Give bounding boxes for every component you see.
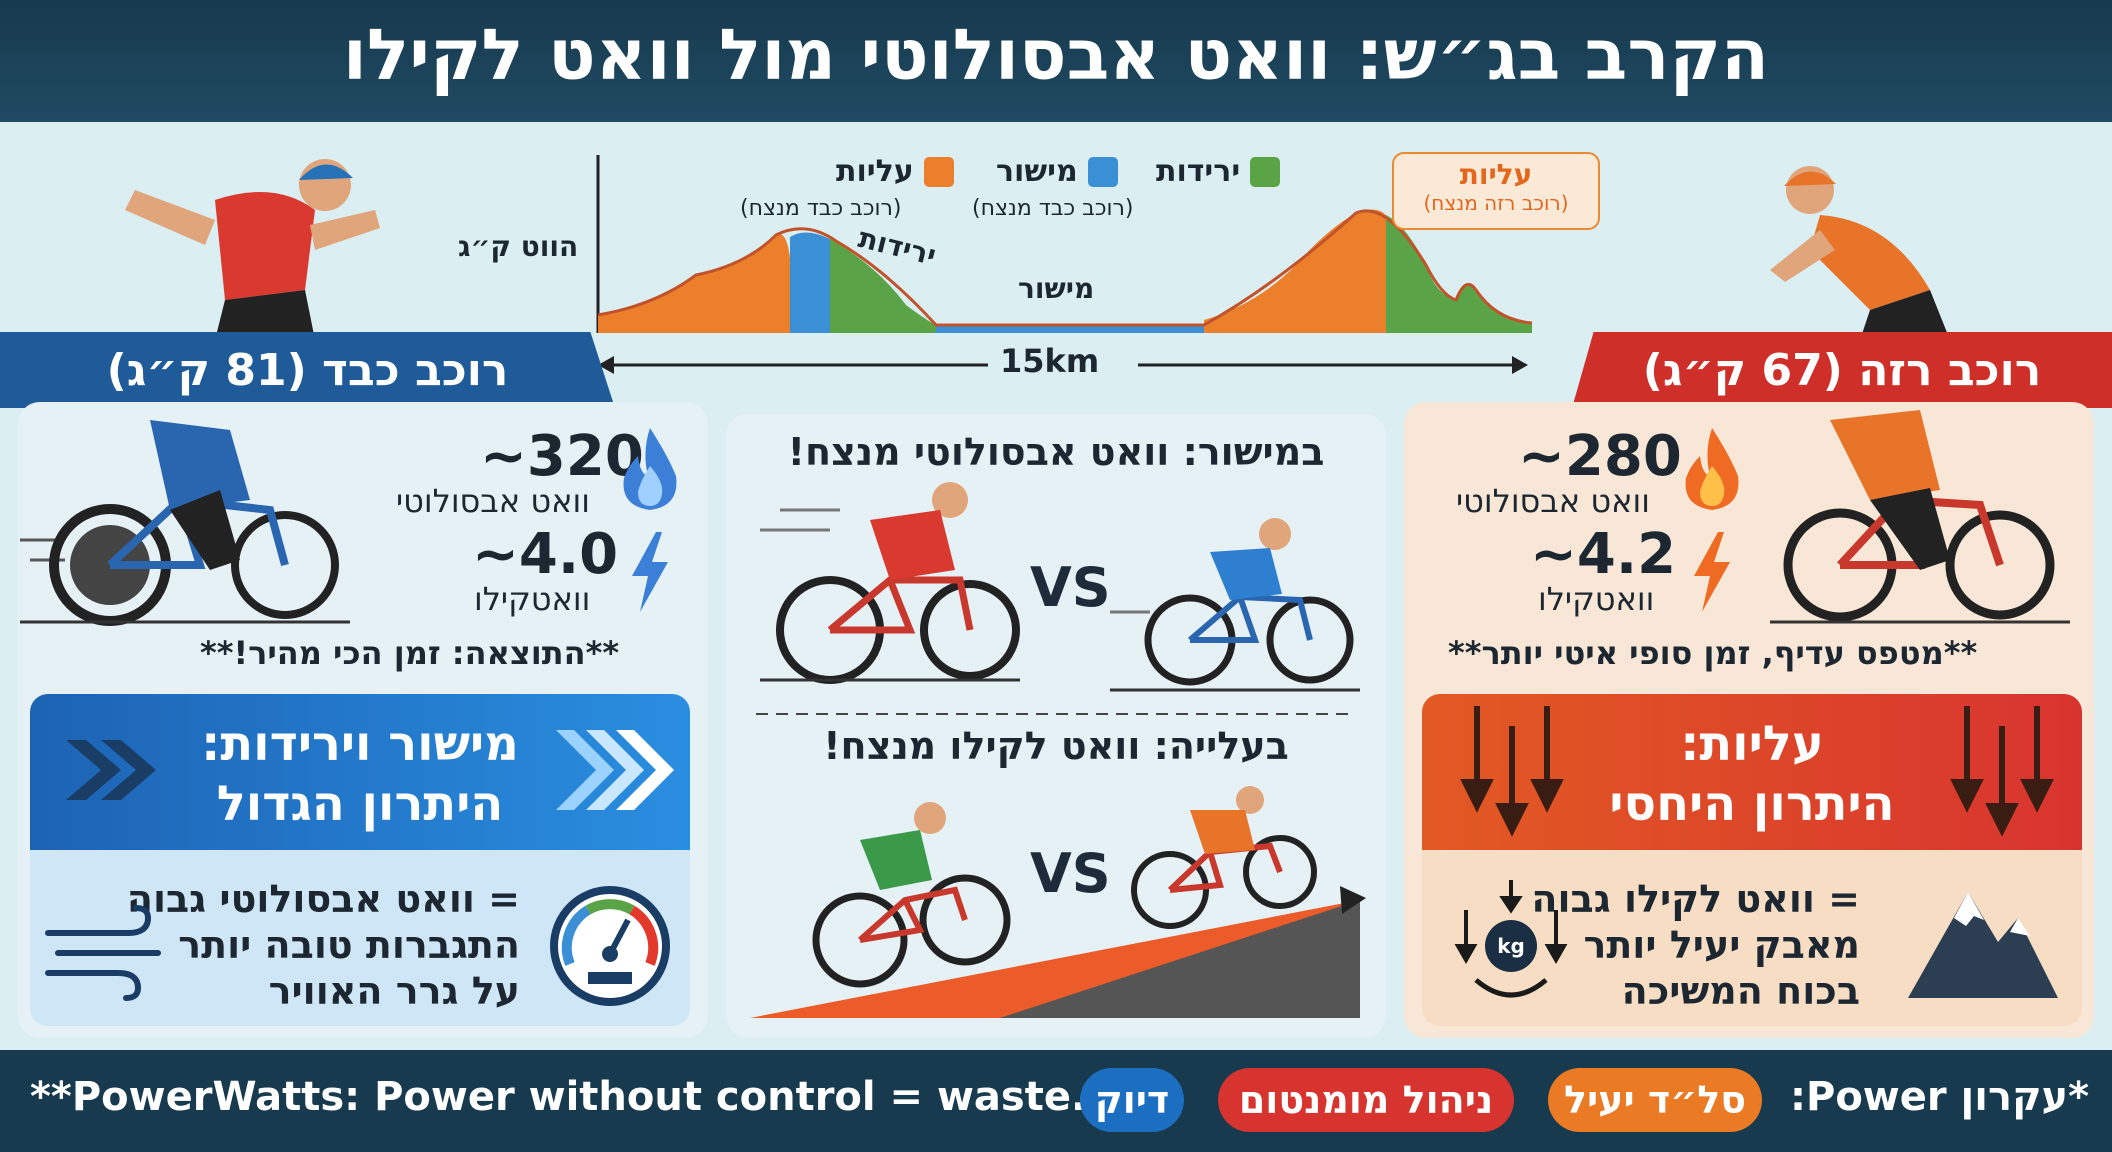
legend-flat-swatch — [1087, 156, 1118, 187]
lightning-icon-orange — [1694, 532, 1730, 612]
elevation-profile-chart — [596, 155, 1533, 333]
light-body-line-1: = וואט לקילו גבוה — [1531, 877, 1860, 921]
chevrons-right-icon — [556, 730, 674, 810]
distance-label: 15km — [1000, 342, 1100, 380]
heavy-abs-watts: ~320 — [480, 424, 644, 489]
climb-slope-illustration — [750, 786, 1366, 1018]
heavy-wkg-unit: וואטקילו — [474, 580, 591, 618]
legend-flat: מישור — [996, 154, 1118, 189]
light-body-line-2: מאבק יעיל יותר — [1583, 923, 1860, 967]
heavy-body-line-2: התגברות טובה יותר — [178, 923, 520, 967]
legend-climb: עליות — [836, 154, 954, 189]
light-advantage-title-1: עליות: — [1680, 716, 1824, 772]
callout-sub: (רוכב רזה מנצח) — [1423, 191, 1569, 215]
flat-segment-2 — [936, 325, 1204, 333]
flame-icon-orange — [1685, 428, 1739, 510]
mountain-icon — [1908, 892, 2058, 998]
climb-winner-callout: עליות (רוכב רזה מנצח) — [1392, 152, 1600, 230]
flat-segment-1 — [790, 232, 830, 333]
legend-climb-label: עליות — [836, 154, 914, 189]
segment-label-flat: מישור — [1018, 272, 1095, 305]
heavy-rider-banner: רוכב כבד (81 ק״ג) — [0, 332, 615, 408]
footer-slogan: **PowerWatts: Power without control = wa… — [30, 1074, 1087, 1120]
heavy-abs-unit: וואט אבסולוטי — [396, 482, 590, 520]
climb-segment-1 — [598, 234, 792, 333]
heavy-advantage-title-2: היתרון הגדול — [216, 776, 504, 832]
pill-cadence: סל״ד יעיל — [1548, 1068, 1762, 1132]
chart-y-label: הווט ק״ג — [458, 230, 579, 263]
climb-section-heading: בעלייה: וואט לקילו מנצח! — [823, 724, 1289, 768]
distance-arrow — [598, 356, 1528, 374]
legend-climb-swatch — [923, 156, 954, 187]
heavy-advantage-title-1: מישור וירידות: — [201, 716, 519, 772]
legend-descent-swatch — [1250, 156, 1281, 187]
vs-label-flat: VS — [1030, 556, 1111, 619]
heavy-rider-bike-illustration — [20, 420, 350, 626]
kg-weight-icon: kg — [1454, 880, 1568, 998]
heavy-body-line-1: = וואט אבסולוטי גבוה — [126, 877, 520, 921]
legend-descent-label: ירידות — [1156, 154, 1241, 189]
legend-flat-label: מישור — [996, 154, 1078, 189]
light-body-line-3: בכוח המשיכה — [1621, 969, 1860, 1013]
descent-segment-2 — [1386, 215, 1532, 333]
descent-segment-1 — [830, 239, 936, 333]
page-title: הקרב בג״ש: וואט אבסולוטי מול וואט לקילו — [342, 14, 1770, 96]
light-result: **מטפס עדיף, זמן סופי איטי יותר** — [1448, 634, 1978, 672]
gravity-arrows-right-icon — [1950, 706, 2054, 837]
kg-label: kg — [1497, 934, 1525, 958]
pill-momentum: ניהול מומנטום — [1218, 1068, 1514, 1132]
legend-flat-sub: (רוכב כבד מנצח) — [972, 196, 1134, 221]
section-divider — [756, 713, 1356, 715]
speedometer-icon — [550, 886, 670, 1006]
flat-heavy-rider-illustration — [760, 482, 1020, 684]
light-wkg-unit: וואטקילו — [1538, 580, 1655, 618]
light-wkg: ~4.2 — [1530, 522, 1677, 587]
wind-icon — [45, 905, 161, 1001]
heavy-body-line-3: על גרר האוויר — [268, 969, 520, 1013]
heavy-result: **התוצאה: זמן הכי מהיר!** — [200, 634, 620, 672]
legend-climb-sub: (רוכב כבד מנצח) — [740, 196, 902, 221]
chevrons-icon — [66, 740, 156, 800]
heavy-rider-sprint-illustration — [125, 159, 380, 340]
flat-light-rider-illustration — [1110, 518, 1360, 692]
light-rider-illustration — [1770, 166, 1950, 340]
pill-accuracy: דיוק — [1080, 1068, 1184, 1132]
header-bar — [0, 0, 2112, 122]
light-abs-watts: ~280 — [1518, 424, 1682, 489]
light-rider-bike-illustration — [1770, 410, 2070, 624]
legend-descent: ירידות — [1156, 154, 1281, 189]
footer-principle: *עקרון Power: — [1790, 1074, 2090, 1120]
flame-icon — [623, 428, 677, 510]
heavy-wkg: ~4.0 — [472, 522, 619, 587]
climb-segment-2 — [1204, 209, 1386, 333]
light-advantage-title-2: היתרון היחסי — [1609, 776, 1895, 832]
light-advantage-header: עליות: היתרון היחסי — [1422, 694, 2082, 850]
vs-label-climb: VS — [1030, 842, 1111, 905]
light-rider-banner: רוכב רזה (67 ק״ג) — [1572, 332, 2112, 408]
callout-title: עליות — [1459, 158, 1533, 191]
flat-section-heading: במישור: וואט אבסולוטי מנצח! — [787, 430, 1325, 474]
light-abs-unit: וואט אבסולוטי — [1456, 482, 1650, 520]
gravity-arrows-left-icon — [1460, 706, 1564, 837]
lightning-icon — [632, 532, 668, 612]
